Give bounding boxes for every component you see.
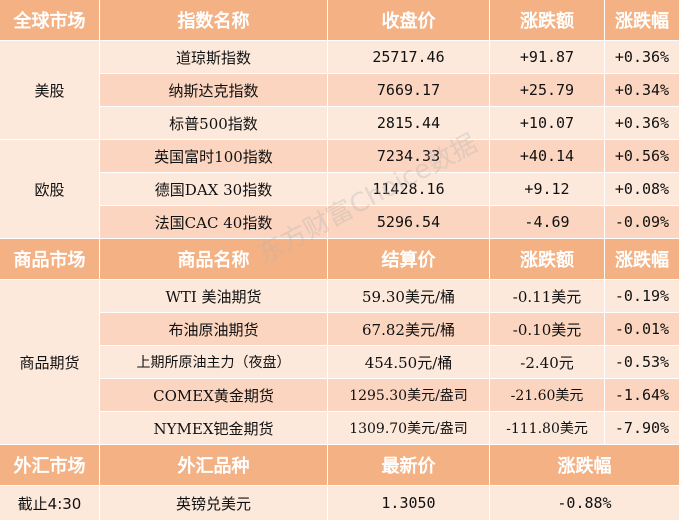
row-name: 英国富时100指数	[100, 140, 328, 173]
row-name: 上期所原油主力（夜盘）	[100, 346, 328, 379]
header-index-name: 指数名称	[100, 0, 328, 41]
header-change: 涨跌额	[490, 239, 605, 280]
fx-as-of-time: 截止4:30	[0, 486, 100, 521]
row-name: 德国DAX 30指数	[100, 173, 328, 206]
row-name: NYMEX钯金期货	[100, 412, 328, 445]
row-change: +9.12	[490, 173, 605, 206]
row-price: 7669.17	[328, 74, 490, 107]
header-change-pct: 涨跌幅	[605, 239, 680, 280]
header-close-price: 收盘价	[328, 0, 490, 41]
row-change: -21.60美元	[490, 379, 605, 412]
row-change: -4.69	[490, 206, 605, 239]
row-price: 454.50元/桶	[328, 346, 490, 379]
row-change: +91.87	[490, 41, 605, 74]
group-commodity-futures: 商品期货	[0, 280, 100, 445]
row-change: +10.07	[490, 107, 605, 140]
header-global-market: 全球市场	[0, 0, 100, 41]
header-change: 涨跌额	[490, 0, 605, 41]
row-name: 法国CAC 40指数	[100, 206, 328, 239]
header-change-pct: 涨跌幅	[605, 0, 680, 41]
header-fx-pair: 外汇品种	[100, 445, 328, 486]
row-pct: +0.36%	[605, 107, 680, 140]
row-price: 1.3050	[328, 486, 490, 521]
row-name: 纳斯达克指数	[100, 74, 328, 107]
header-commodity-market: 商品市场	[0, 239, 100, 280]
row-name: 英镑兑美元	[100, 486, 328, 521]
row-change: -0.11美元	[490, 280, 605, 313]
row-pct: +0.56%	[605, 140, 680, 173]
row-change: -0.10美元	[490, 313, 605, 346]
row-pct: +0.34%	[605, 74, 680, 107]
row-price: 25717.46	[328, 41, 490, 74]
row-name: WTI 美油期货	[100, 280, 328, 313]
header-commodity-name: 商品名称	[100, 239, 328, 280]
row-name: 道琼斯指数	[100, 41, 328, 74]
header-fx-market: 外汇市场	[0, 445, 100, 486]
group-eu-stocks: 欧股	[0, 140, 100, 239]
row-pct: -1.64%	[605, 379, 680, 412]
row-pct: -0.01%	[605, 313, 680, 346]
row-price: 5296.54	[328, 206, 490, 239]
row-name: 布油原油期货	[100, 313, 328, 346]
row-pct: -0.53%	[605, 346, 680, 379]
row-pct: -0.19%	[605, 280, 680, 313]
row-pct: -0.09%	[605, 206, 680, 239]
row-change: +25.79	[490, 74, 605, 107]
row-price: 1309.70美元/盎司	[328, 412, 490, 445]
row-name: COMEX黄金期货	[100, 379, 328, 412]
row-price: 59.30美元/桶	[328, 280, 490, 313]
row-name: 标普500指数	[100, 107, 328, 140]
group-us-stocks: 美股	[0, 41, 100, 140]
row-price: 2815.44	[328, 107, 490, 140]
row-change: +40.14	[490, 140, 605, 173]
row-pct: -7.90%	[605, 412, 680, 445]
row-price: 67.82美元/桶	[328, 313, 490, 346]
row-change: -2.40元	[490, 346, 605, 379]
header-settle-price: 结算价	[328, 239, 490, 280]
row-price: 1295.30美元/盎司	[328, 379, 490, 412]
row-pct: -0.88%	[490, 486, 680, 521]
row-price: 7234.33	[328, 140, 490, 173]
row-change: -111.80美元	[490, 412, 605, 445]
header-latest-price: 最新价	[328, 445, 490, 486]
row-price: 11428.16	[328, 173, 490, 206]
header-change-pct: 涨跌幅	[490, 445, 680, 486]
row-pct: +0.08%	[605, 173, 680, 206]
row-pct: +0.36%	[605, 41, 680, 74]
